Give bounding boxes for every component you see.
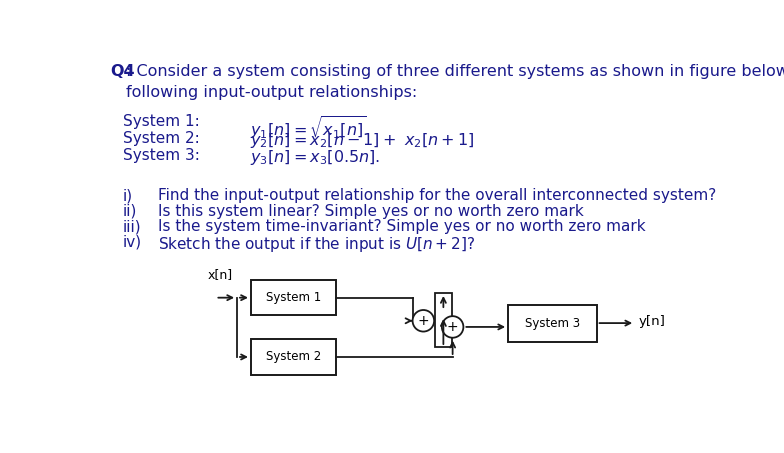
Bar <box>251 339 336 375</box>
Text: System 1: System 1 <box>266 291 321 304</box>
Circle shape <box>412 310 434 332</box>
Text: System 2: System 2 <box>266 351 321 363</box>
Bar <box>435 293 452 347</box>
Text: : Consider a system consisting of three different systems as shown in figure bel: : Consider a system consisting of three … <box>126 63 784 100</box>
Text: iv): iv) <box>123 235 142 250</box>
Text: Find the input-output relationship for the overall interconnected system?: Find the input-output relationship for t… <box>158 188 716 203</box>
Text: $y_2[n] = x_2[n-1]+ \ x_2[n+1]$: $y_2[n] = x_2[n-1]+ \ x_2[n+1]$ <box>250 131 474 150</box>
Text: y[n]: y[n] <box>638 315 665 328</box>
Text: $y_3[n] = x_3[0.5n].$: $y_3[n] = x_3[0.5n].$ <box>250 148 380 167</box>
Text: Q4: Q4 <box>111 63 136 79</box>
Text: ii): ii) <box>123 204 137 219</box>
Text: x[n]: x[n] <box>208 268 233 281</box>
Text: i): i) <box>123 188 133 203</box>
Text: System 3: System 3 <box>524 317 580 330</box>
Text: System 2:: System 2: <box>123 131 200 146</box>
Text: iii): iii) <box>123 219 142 234</box>
Text: $y_1[n] = \sqrt{x_1[n]}$: $y_1[n] = \sqrt{x_1[n]}$ <box>250 115 367 141</box>
Text: Sketch the output if the input is $U[n + 2]$?: Sketch the output if the input is $U[n +… <box>158 235 475 254</box>
Text: System 1:: System 1: <box>123 115 200 130</box>
Text: Is this system linear? Simple yes or no worth zero mark: Is this system linear? Simple yes or no … <box>158 204 583 219</box>
Circle shape <box>442 316 463 338</box>
Text: +: + <box>447 320 459 334</box>
Bar <box>251 280 336 315</box>
Bar <box>508 304 597 342</box>
Text: Is the system time-invariant? Simple yes or no worth zero mark: Is the system time-invariant? Simple yes… <box>158 219 645 234</box>
Text: System 3:: System 3: <box>123 148 200 163</box>
Text: +: + <box>418 314 429 328</box>
